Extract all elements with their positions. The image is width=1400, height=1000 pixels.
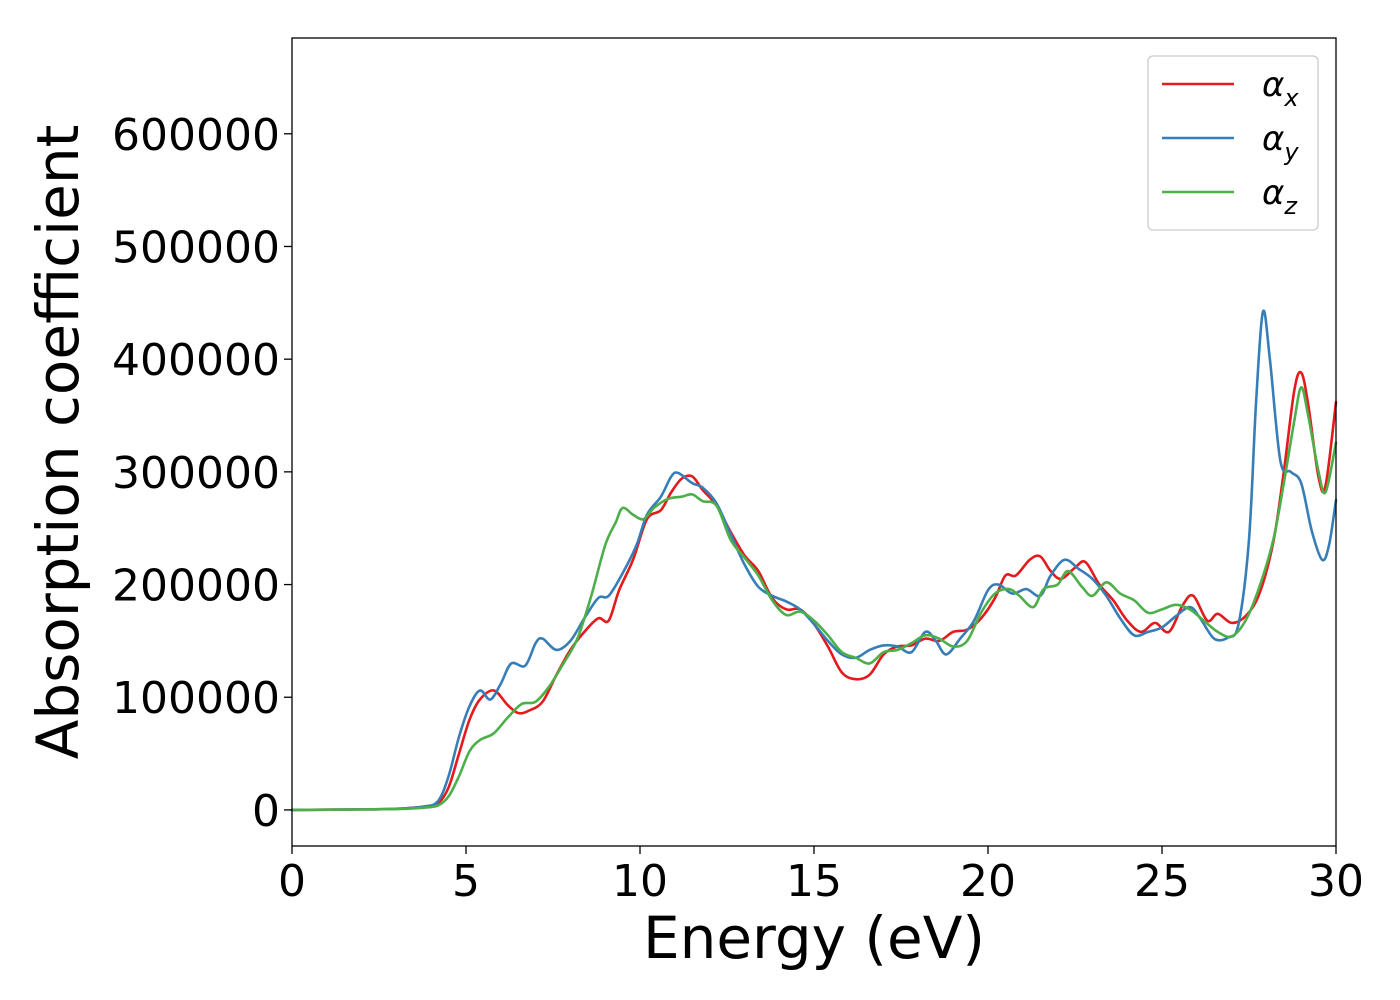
y-tick-label: 0 xyxy=(252,786,280,837)
x-tick-label: 15 xyxy=(786,856,842,907)
legend: αx αy αz xyxy=(1147,55,1319,231)
y-tick-label: 200000 xyxy=(112,561,280,612)
legend-box xyxy=(1147,55,1319,231)
legend-label-y: αy xyxy=(1262,119,1299,166)
y-axis: 0 100000 200000 300000 400000 500000 600000 xyxy=(112,110,292,837)
y-tick-label: 100000 xyxy=(112,673,280,724)
y-axis-title: Absorption coefficient xyxy=(24,125,92,760)
x-tick-label: 25 xyxy=(1134,856,1190,907)
legend-label-z: αz xyxy=(1262,173,1298,220)
y-tick-label: 300000 xyxy=(112,448,280,499)
x-tick-label: 10 xyxy=(612,856,668,907)
x-tick-label: 5 xyxy=(452,856,480,907)
y-tick-label: 400000 xyxy=(112,335,280,386)
series-layer xyxy=(290,309,1338,812)
y-tick-label: 600000 xyxy=(112,110,280,161)
series-line-x xyxy=(290,370,1338,812)
x-axis-title: Energy (eV) xyxy=(643,904,985,972)
legend-label-x: αx xyxy=(1262,65,1299,112)
y-tick-label: 500000 xyxy=(112,222,280,273)
x-tick-label: 20 xyxy=(960,856,1016,907)
x-tick-label: 30 xyxy=(1308,856,1364,907)
series-line-z xyxy=(290,386,1338,812)
x-axis: 0 5 10 15 20 25 30 xyxy=(278,846,1364,907)
x-tick-label: 0 xyxy=(278,856,306,907)
